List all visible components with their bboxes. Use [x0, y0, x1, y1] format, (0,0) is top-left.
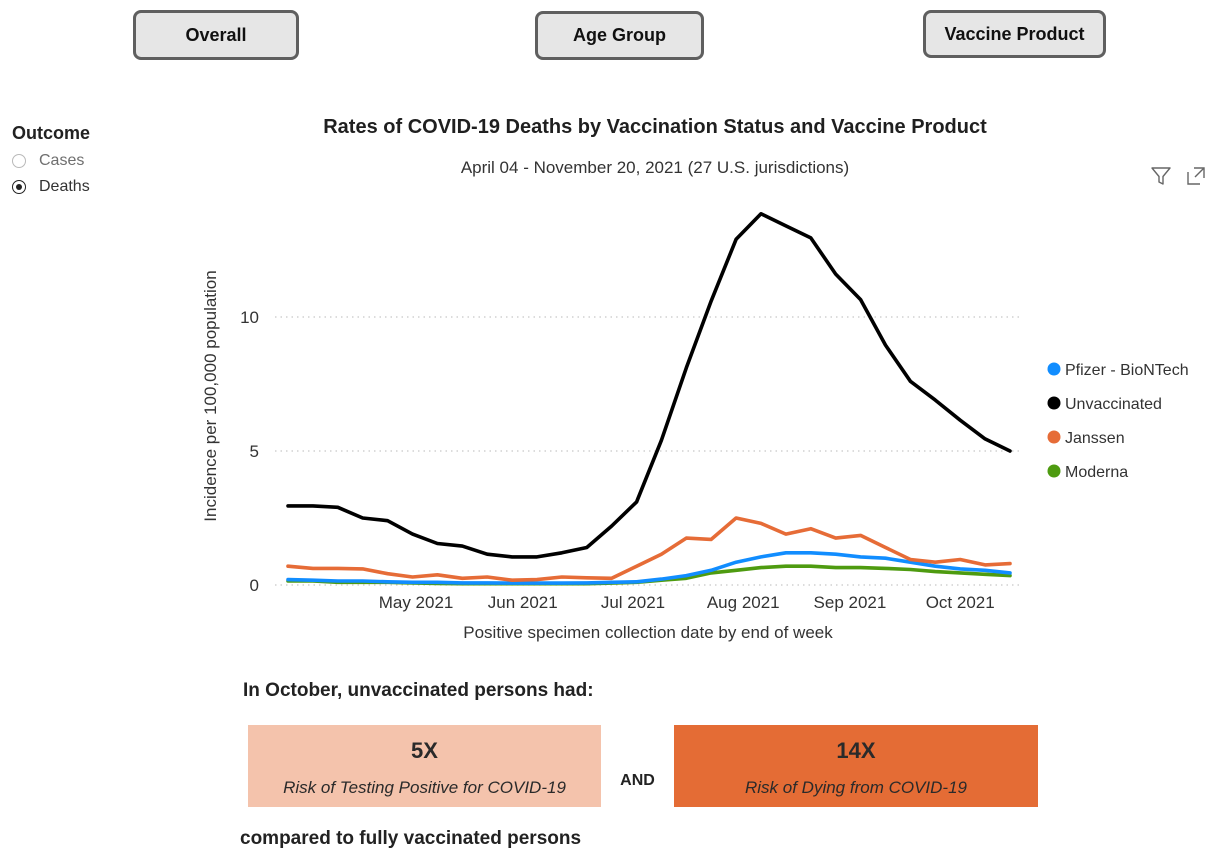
- focus-mode-icon[interactable]: [1184, 164, 1208, 188]
- line-chart: 0 5 10 May 2021 Jun 2021 Jul 2021 Aug 2021 Sep …: [201, 212, 1189, 642]
- deaths-risk-value: 14X: [836, 738, 876, 763]
- legend-label: Moderna: [1065, 464, 1128, 481]
- x-tick-label: Jul 2021: [601, 593, 665, 612]
- legend-label: Unvaccinated: [1065, 396, 1162, 413]
- deaths-risk-card: 14X Risk of Dying from COVID-19: [674, 725, 1038, 807]
- legend-item[interactable]: Janssen: [1047, 430, 1125, 447]
- outcome-option-deaths[interactable]: Deaths: [12, 178, 90, 196]
- y-tick-label: 5: [250, 442, 259, 461]
- legend-item[interactable]: Pfizer - BioNTech: [1047, 362, 1189, 379]
- series-line-janssen: [286, 516, 1012, 583]
- x-axis-title: Positive specimen collection date by end…: [463, 623, 833, 642]
- legend-marker: [1047, 430, 1061, 444]
- x-tick-label: Oct 2021: [926, 593, 995, 612]
- x-tick-label: Aug 2021: [707, 593, 780, 612]
- chart-title: Rates of COVID-19 Deaths by Vaccination …: [323, 116, 987, 138]
- legend-marker: [1047, 464, 1061, 478]
- x-tick-label: May 2021: [379, 593, 454, 612]
- x-tick-label: Sep 2021: [814, 593, 887, 612]
- legend-marker: [1047, 362, 1061, 376]
- series-line-unvaccinated: [286, 212, 1012, 559]
- tab-overall[interactable]: Overall: [133, 10, 299, 60]
- outcome-option-label: Cases: [39, 152, 85, 169]
- legend-item[interactable]: Moderna: [1047, 464, 1129, 481]
- outcome-heading: Outcome: [12, 123, 91, 143]
- y-axis-title: Incidence per 100,000 population: [201, 270, 220, 521]
- legend-label: Janssen: [1065, 430, 1125, 447]
- summary-heading: In October, unvaccinated persons had:: [243, 680, 594, 701]
- legend-marker: [1047, 396, 1061, 410]
- radio-deaths[interactable]: [12, 180, 26, 194]
- cases-risk-value: 5X: [411, 738, 438, 763]
- chart-subtitle: April 04 - November 20, 2021 (27 U.S. ju…: [460, 158, 850, 177]
- deaths-risk-label: Risk of Dying from COVID-19: [745, 778, 967, 797]
- radio-cases[interactable]: [12, 154, 26, 168]
- chart-legend[interactable]: Pfizer - BioNTech Unvaccinated Janssen Mode…: [1047, 362, 1189, 481]
- tab-age-group[interactable]: Age Group: [535, 11, 704, 60]
- filter-icon[interactable]: [1149, 164, 1173, 188]
- cases-risk-card: 5X Risk of Testing Positive for COVID-19: [248, 725, 601, 807]
- chart-series: [286, 212, 1012, 586]
- y-tick-label: 10: [240, 308, 259, 327]
- outcome-option-label: Deaths: [39, 178, 90, 195]
- y-tick-label: 0: [250, 576, 259, 595]
- summary-footer: compared to fully vaccinated persons: [240, 828, 582, 849]
- chart-grid: [275, 316, 1022, 586]
- tab-vaccine-product[interactable]: Vaccine Product: [923, 10, 1106, 58]
- cases-risk-label: Risk of Testing Positive for COVID-19: [283, 778, 566, 797]
- x-tick-label: Jun 2021: [488, 593, 558, 612]
- chart-axes: 0 5 10 May 2021 Jun 2021 Jul 2021 Aug 2021 Sep …: [201, 270, 995, 642]
- series-line-pfizer-biontech: [286, 550, 1012, 585]
- legend-label: Pfizer - BioNTech: [1065, 362, 1189, 379]
- outcome-option-cases[interactable]: Cases: [12, 152, 84, 170]
- legend-item[interactable]: Unvaccinated: [1047, 396, 1162, 413]
- and-connector: AND: [620, 772, 655, 789]
